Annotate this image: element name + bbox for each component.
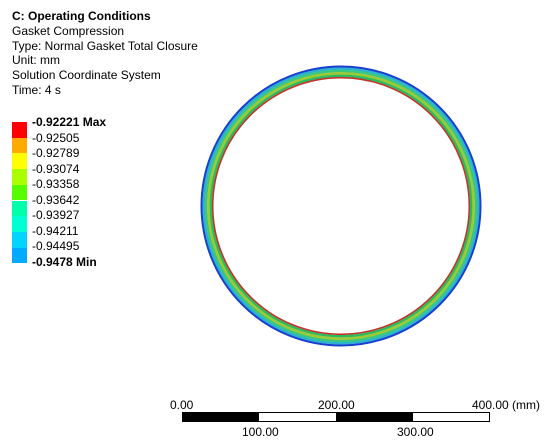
legend-swatch <box>12 200 27 217</box>
scale-label-0: 0.00 <box>170 398 194 412</box>
legend-swatch <box>12 247 27 264</box>
result-type-line: Gasket Compression <box>12 23 125 38</box>
analysis-title: C: Operating Conditions <box>12 9 151 23</box>
legend-value-label: -0.94211 <box>32 223 79 238</box>
scale-segment-dark <box>182 412 259 422</box>
legend-swatch <box>12 231 27 248</box>
scale-label-400: 400.00 (mm) <box>472 398 541 412</box>
legend-value-label: -0.92789 <box>32 146 80 160</box>
gasket-ring-band-c <box>207 72 475 340</box>
unit-line: Unit: mm <box>12 53 60 68</box>
gasket-ring-band-b <box>204 69 478 343</box>
legend-swatch <box>12 137 27 154</box>
legend-value-label: -0.93927 <box>32 208 80 222</box>
model-viewport[interactable] <box>190 60 490 352</box>
legend-swatch <box>12 122 27 138</box>
legend-swatch <box>12 153 27 170</box>
legend-swatch <box>12 184 27 201</box>
scale-bar: 0.00 200.00 400.00 (mm) 100.00 300.00 <box>160 398 545 442</box>
legend-min-label: -0.9478 Min <box>32 254 97 269</box>
time-line: Time: 4 s <box>12 82 61 97</box>
scale-segment-light <box>259 412 336 422</box>
result-subtype-line: Type: Normal Gasket Total Closure <box>12 38 198 53</box>
gasket-ring-outer <box>200 65 482 347</box>
result-info-panel: C: Operating Conditions Gasket Compressi… <box>12 9 198 98</box>
coordinate-system-line: Solution Coordinate System <box>12 68 161 83</box>
scale-label-100: 100.00 <box>242 425 279 439</box>
scale-segment-light <box>413 412 490 422</box>
scale-label-300: 300.00 <box>397 425 434 439</box>
gasket-ring-inner <box>211 76 471 336</box>
legend-swatch <box>12 216 27 232</box>
scale-label-200: 200.00 <box>318 398 355 412</box>
contour-legend[interactable]: -0.92221 Max -0.92505 -0.92789 -0.93074 … <box>12 115 152 277</box>
legend-value-label: -0.93642 <box>32 192 80 207</box>
legend-swatch <box>12 169 27 185</box>
legend-value-label: -0.94495 <box>32 239 80 253</box>
legend-value-label: -0.93358 <box>32 177 80 191</box>
legend-value-label: -0.92505 <box>32 130 80 145</box>
scale-segment-dark <box>336 412 413 422</box>
gasket-ring-band-a <box>202 67 480 345</box>
legend-value-label: -0.93074 <box>32 161 80 176</box>
legend-max-label: -0.92221 Max <box>32 115 107 129</box>
gasket-ring-band-d <box>209 74 473 338</box>
